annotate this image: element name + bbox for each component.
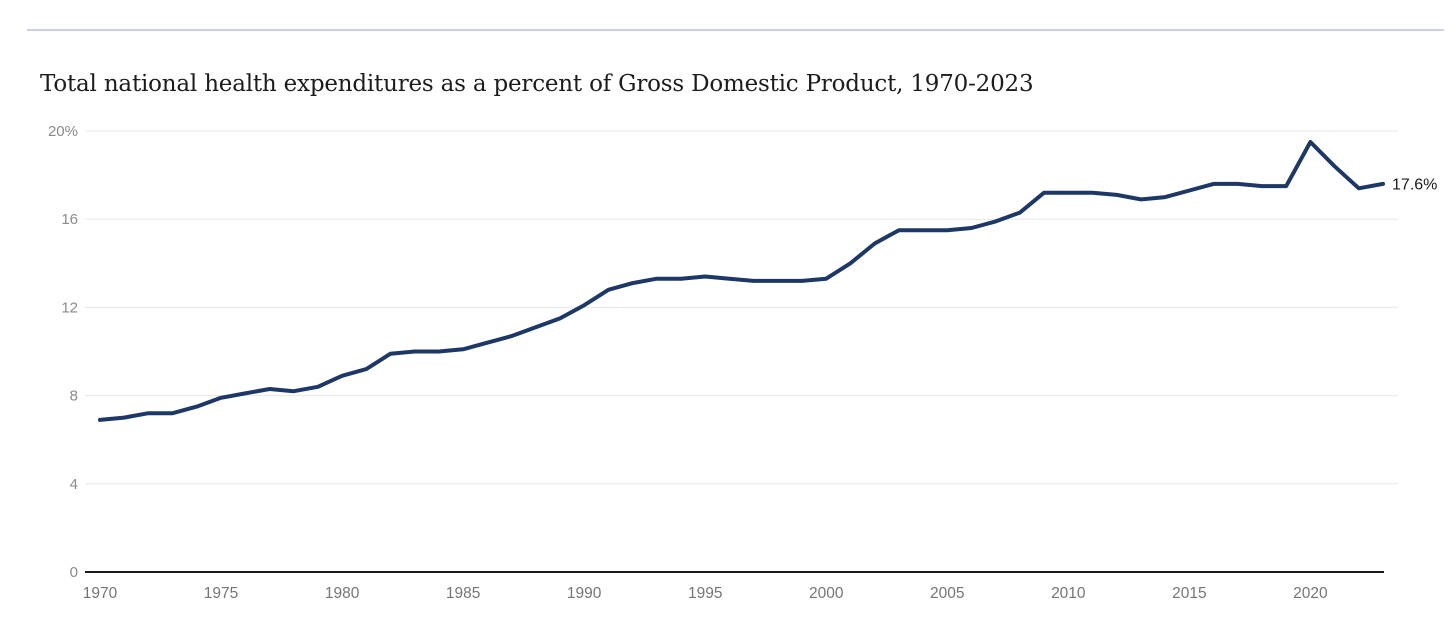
y-tick-label: 20%: [48, 123, 78, 140]
x-tick-label: 1990: [567, 585, 602, 602]
x-tick-label: 2020: [1293, 585, 1328, 602]
end-value-label: 17.6%: [1392, 176, 1437, 193]
y-tick-label: 12: [61, 299, 78, 316]
x-tick-label: 2015: [1172, 585, 1206, 602]
x-tick-label: 1975: [204, 585, 238, 602]
nhe-series-line: [98, 140, 1385, 422]
x-tick-label: 2005: [930, 585, 964, 602]
y-tick-label: 0: [70, 564, 78, 581]
top-divider-rule: [27, 29, 1444, 31]
y-tick-label: 8: [70, 388, 78, 405]
x-tick-label: 1980: [325, 585, 360, 602]
x-tick-label: 1970: [83, 585, 118, 602]
x-tick-label: 1985: [446, 585, 480, 602]
x-tick-label: 1995: [688, 585, 722, 602]
chart-title: Total national health expenditures as a …: [40, 71, 1034, 97]
x-tick-label: 2000: [809, 585, 844, 602]
y-tick-label: 4: [70, 476, 78, 493]
x-tick-label: 2010: [1051, 585, 1086, 602]
y-tick-label: 16: [61, 211, 78, 228]
